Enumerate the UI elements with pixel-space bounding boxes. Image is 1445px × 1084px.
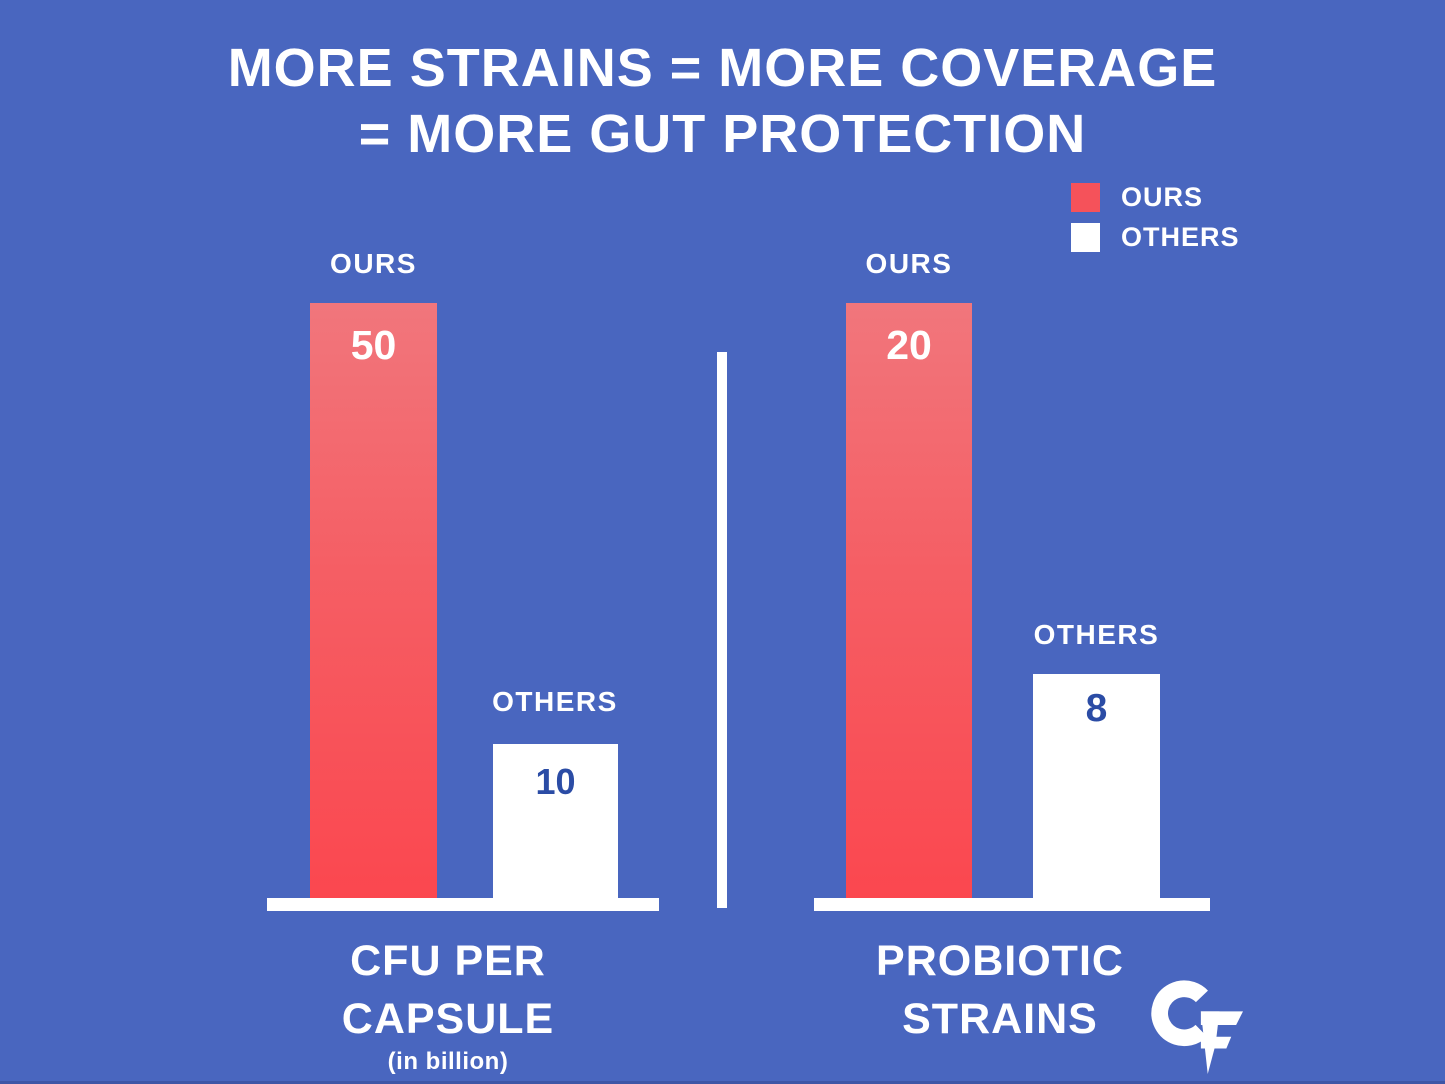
legend-item-others: OTHERS xyxy=(1071,222,1240,253)
chart-divider xyxy=(717,352,727,908)
bottom-edge-strip xyxy=(0,1081,1445,1084)
cfu-others-value: 10 xyxy=(535,761,576,802)
legend-label-others: OTHERS xyxy=(1121,222,1240,252)
legend-item-ours: OURS xyxy=(1071,182,1240,213)
cfu-ours-value: 50 xyxy=(350,322,397,368)
cfu-axis-title-text: CFU PER CAPSULE xyxy=(341,937,555,1044)
legend-swatch-red xyxy=(1071,183,1100,212)
cfu-ours-bar: 50 xyxy=(310,303,437,900)
strains-others-bar: 8 xyxy=(1033,674,1160,900)
strains-ours-value: 20 xyxy=(886,322,932,368)
strains-axis-title-line2: STRAINS xyxy=(902,995,1098,1044)
strains-ours-label: OURS xyxy=(865,248,953,279)
strains-axis-baseline xyxy=(814,898,1210,911)
legend-swatch-white xyxy=(1071,223,1100,252)
legend: OURS OTHERS xyxy=(1071,182,1240,262)
strains-ours-bar: 20 xyxy=(846,303,972,900)
cf-brand-logo xyxy=(1143,978,1245,1076)
cfu-others-bar: 10 xyxy=(493,744,618,900)
poster-title-line1: MORE STRAINS = MORE COVERAGE xyxy=(227,38,1218,98)
cfu-axis-subtitle: (in billion) xyxy=(387,1048,509,1076)
cf-logo-icon xyxy=(1151,980,1243,1075)
poster-title: MORE STRAINS = MORE COVERAGE = MORE GUT … xyxy=(0,36,1445,168)
strains-others-label: OTHERS xyxy=(1033,619,1160,650)
cfu-ours-label: OURS xyxy=(330,248,417,279)
legend-label-ours: OURS xyxy=(1121,182,1204,212)
cfu-others-label: OTHERS xyxy=(492,686,618,717)
strains-axis-title-line1: PROBIOTIC xyxy=(876,937,1124,985)
cfu-axis-baseline xyxy=(267,898,659,911)
cfu-axis-title: CFU PER CAPSULE (in billion) xyxy=(238,932,658,1078)
strains-axis-title: PROBIOTIC STRAINS xyxy=(790,932,1210,1048)
strains-others-value: 8 xyxy=(1085,687,1108,730)
poster-title-line2: = MORE GUT PROTECTION xyxy=(358,103,1087,164)
